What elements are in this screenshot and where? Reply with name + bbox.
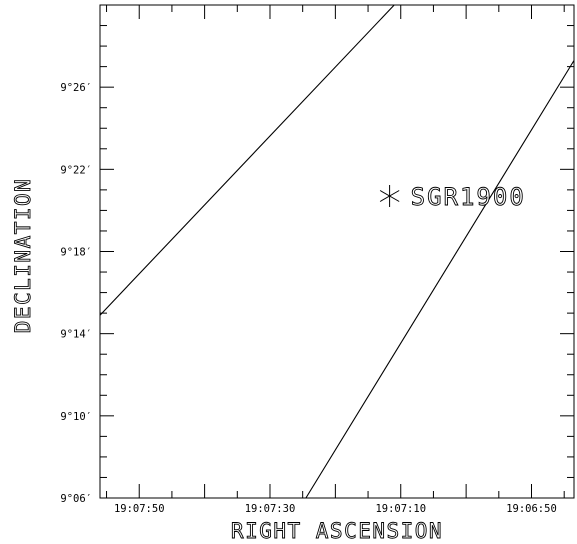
y-tick-label: 9°22′: [60, 164, 92, 176]
series-lines: [99, 4, 575, 499]
x-tick-label: 19:07:50: [114, 503, 165, 515]
x-axis-label: RIGHT ASCENSION: [231, 519, 443, 543]
y-tick-label: 9°18′: [60, 247, 92, 259]
x-tick-label: 19:07:10: [375, 503, 426, 515]
tick-labels: 19:07:50 19:07:30 19:07:10 19:06:50 9°06′ 9°1…: [60, 82, 556, 515]
tick-marks: [100, 4, 574, 499]
source-marker: [379, 185, 400, 207]
plot-frame: [99, 4, 575, 499]
series-line: [305, 60, 575, 499]
x-tick-label: 19:06:50: [506, 503, 557, 515]
annotations: SGR1900: [379, 183, 526, 211]
x-tick-label: 19:07:30: [245, 503, 296, 515]
asterisk-icon: [379, 190, 400, 202]
y-tick-label: 9°06′: [60, 493, 92, 505]
series-line: [99, 4, 395, 316]
source-label: SGR1900: [411, 183, 526, 211]
y-tick-label: 9°26′: [60, 82, 92, 94]
y-axis-label: DECLINATION: [11, 178, 35, 334]
y-tick-label: 9°10′: [60, 411, 92, 423]
y-tick-label: 9°14′: [60, 329, 92, 341]
